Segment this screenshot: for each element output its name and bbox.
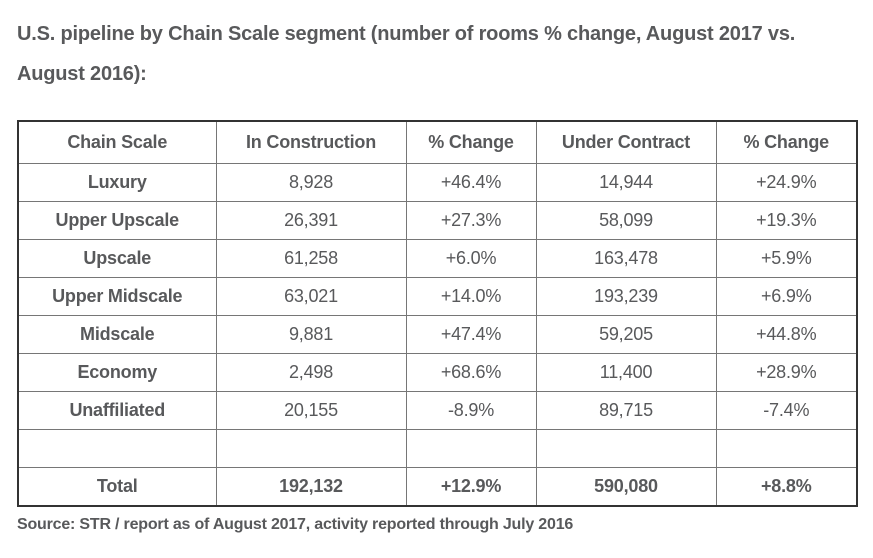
pct-change-construction-cell: +47.4% bbox=[405, 315, 537, 354]
chain-scale-cell: Economy bbox=[17, 353, 217, 392]
table-row-unaffiliated: Unaffiliated 20,155 -8.9% 89,715 -7.4% bbox=[17, 391, 858, 430]
pct-change-construction-cell: +6.0% bbox=[405, 239, 537, 278]
table-row-upscale: Upscale 61,258 +6.0% 163,478 +5.9% bbox=[17, 239, 858, 278]
in-construction-cell: 8,928 bbox=[215, 163, 407, 202]
page-title: U.S. pipeline by Chain Scale segment (nu… bbox=[17, 23, 796, 85]
pct-change-contract-cell: -7.4% bbox=[715, 391, 858, 430]
pct-change-construction-cell: +27.3% bbox=[405, 201, 537, 240]
pct-change-contract-cell: +6.9% bbox=[715, 277, 858, 316]
empty-cell bbox=[17, 429, 217, 468]
in-construction-cell: 9,881 bbox=[215, 315, 407, 354]
total-pct-change-contract-cell: +8.8% bbox=[715, 467, 858, 507]
in-construction-cell: 2,498 bbox=[215, 353, 407, 392]
table-row-total: Total 192,132 +12.9% 590,080 +8.8% bbox=[17, 467, 858, 507]
column-header-in-construction: In Construction bbox=[215, 120, 407, 164]
pct-change-construction-cell: +14.0% bbox=[405, 277, 537, 316]
column-header-pct-change-construction: % Change bbox=[405, 120, 537, 164]
chain-scale-cell: Midscale bbox=[17, 315, 217, 354]
under-contract-cell: 59,205 bbox=[535, 315, 717, 354]
total-label-cell: Total bbox=[17, 467, 217, 507]
under-contract-cell: 89,715 bbox=[535, 391, 717, 430]
table-row-upper-midscale: Upper Midscale 63,021 +14.0% 193,239 +6.… bbox=[17, 277, 858, 316]
table-row-economy: Economy 2,498 +68.6% 11,400 +28.9% bbox=[17, 353, 858, 392]
pct-change-contract-cell: +19.3% bbox=[715, 201, 858, 240]
pct-change-construction-cell: +68.6% bbox=[405, 353, 537, 392]
pct-change-construction-cell: -8.9% bbox=[405, 391, 537, 430]
column-header-pct-change-contract: % Change bbox=[715, 120, 858, 164]
pipeline-table: Chain Scale In Construction % Change Und… bbox=[17, 120, 858, 507]
in-construction-cell: 20,155 bbox=[215, 391, 407, 430]
pct-change-contract-cell: +28.9% bbox=[715, 353, 858, 392]
source-note: Source: STR / report as of August 2017, … bbox=[17, 516, 574, 533]
chain-scale-cell: Upscale bbox=[17, 239, 217, 278]
pct-change-contract-cell: +44.8% bbox=[715, 315, 858, 354]
table-row-upper-upscale: Upper Upscale 26,391 +27.3% 58,099 +19.3… bbox=[17, 201, 858, 240]
under-contract-cell: 193,239 bbox=[535, 277, 717, 316]
under-contract-cell: 14,944 bbox=[535, 163, 717, 202]
in-construction-cell: 26,391 bbox=[215, 201, 407, 240]
empty-cell bbox=[405, 429, 537, 468]
pct-change-contract-cell: +24.9% bbox=[715, 163, 858, 202]
total-pct-change-construction-cell: +12.9% bbox=[405, 467, 537, 507]
page: U.S. pipeline by Chain Scale segment (nu… bbox=[17, 23, 858, 533]
under-contract-cell: 163,478 bbox=[535, 239, 717, 278]
in-construction-cell: 61,258 bbox=[215, 239, 407, 278]
table-row-luxury: Luxury 8,928 +46.4% 14,944 +24.9% bbox=[17, 163, 858, 202]
pct-change-contract-cell: +5.9% bbox=[715, 239, 858, 278]
empty-cell bbox=[215, 429, 407, 468]
total-in-construction-cell: 192,132 bbox=[215, 467, 407, 507]
chain-scale-cell: Unaffiliated bbox=[17, 391, 217, 430]
in-construction-cell: 63,021 bbox=[215, 277, 407, 316]
chain-scale-cell: Luxury bbox=[17, 163, 217, 202]
table-row-midscale: Midscale 9,881 +47.4% 59,205 +44.8% bbox=[17, 315, 858, 354]
table-header-row: Chain Scale In Construction % Change Und… bbox=[17, 120, 858, 164]
empty-cell bbox=[535, 429, 717, 468]
pct-change-construction-cell: +46.4% bbox=[405, 163, 537, 202]
under-contract-cell: 58,099 bbox=[535, 201, 717, 240]
total-under-contract-cell: 590,080 bbox=[535, 467, 717, 507]
empty-cell bbox=[715, 429, 858, 468]
chain-scale-cell: Upper Midscale bbox=[17, 277, 217, 316]
chain-scale-cell: Upper Upscale bbox=[17, 201, 217, 240]
under-contract-cell: 11,400 bbox=[535, 353, 717, 392]
table-row-spacer bbox=[17, 429, 858, 468]
column-header-under-contract: Under Contract bbox=[535, 120, 717, 164]
column-header-chain-scale: Chain Scale bbox=[17, 120, 217, 164]
